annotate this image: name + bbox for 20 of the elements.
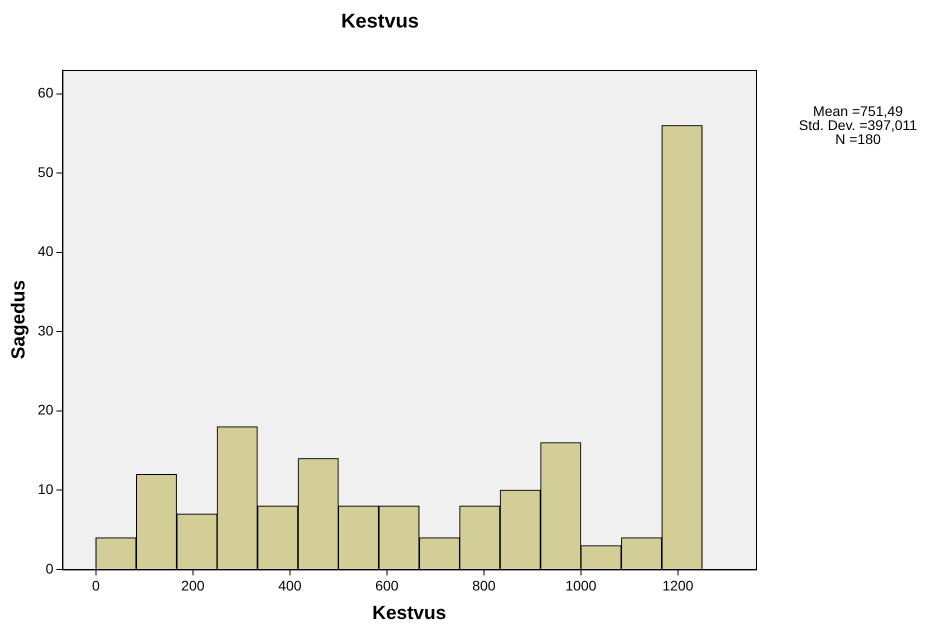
y-tick-label: 60 xyxy=(38,84,54,101)
y-tick-label: 0 xyxy=(46,560,54,576)
x-tick-label: 1200 xyxy=(662,578,694,594)
x-tick-label: 600 xyxy=(375,578,399,594)
y-tick-label: 10 xyxy=(38,480,54,497)
x-tick-label: 1000 xyxy=(565,578,597,594)
y-axis-title: Sagedus xyxy=(8,280,30,360)
x-tick-label: 800 xyxy=(472,578,496,594)
text: Std. Dev. =397,011 xyxy=(798,116,918,133)
x-tick-label: 200 xyxy=(181,578,205,594)
x-tick-label: 0 xyxy=(92,578,100,594)
text: N =180 xyxy=(835,130,881,147)
y-tick-label: 40 xyxy=(38,243,54,260)
x-tick-label: 400 xyxy=(278,578,302,594)
y-tick-label: 30 xyxy=(38,322,54,338)
chart-title: Kestvus xyxy=(341,10,419,33)
x-axis-title: Kestvus xyxy=(372,602,446,624)
y-tick-label: 20 xyxy=(38,402,54,418)
text: Mean =751,49 xyxy=(813,102,904,119)
y-tick-label: 50 xyxy=(38,164,54,180)
